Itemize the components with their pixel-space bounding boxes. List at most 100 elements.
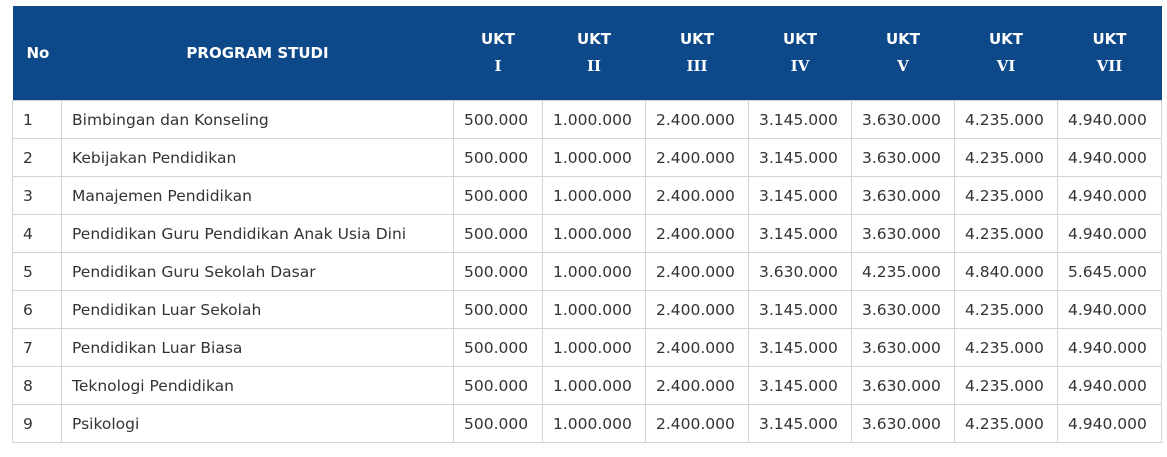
program-studi-cell: Pendidikan Guru Sekolah Dasar: [61, 252, 454, 291]
ukt-value-cell: 4.840.000: [954, 252, 1058, 291]
ukt-value-cell: 2.400.000: [645, 328, 749, 367]
ukt-value-cell: 500.000: [453, 404, 543, 443]
header-ukt-word: UKT: [782, 30, 818, 48]
header-ukt-level: IV: [790, 57, 810, 75]
ukt-value-cell: 500.000: [453, 100, 543, 139]
ukt-value-cell: 2.400.000: [645, 290, 749, 329]
ukt-value-cell: 2.400.000: [645, 404, 749, 443]
table-row: 6 Pendidikan Luar Sekolah 500.000 1.000.000…: [12, 290, 1162, 329]
header-ukt-level: I: [494, 57, 502, 75]
ukt-value-cell: 4.235.000: [954, 404, 1058, 443]
ukt-table: No PROGRAM STUDI UKT I UKT II UKT III UKT IV…: [12, 6, 1162, 443]
ukt-value-cell: 500.000: [453, 366, 543, 405]
header-ukt-7: UKT VII: [1057, 6, 1162, 101]
ukt-value-cell: 500.000: [453, 138, 543, 177]
ukt-value-cell: 4.235.000: [851, 252, 955, 291]
program-studi-cell: Pendidikan Guru Pendidikan Anak Usia Din…: [61, 214, 454, 253]
header-ukt-6: UKT VI: [954, 6, 1058, 101]
row-number: 3: [12, 176, 62, 215]
row-number: 8: [12, 366, 62, 405]
ukt-value-cell: 500.000: [453, 252, 543, 291]
header-ukt-word: UKT: [1092, 30, 1127, 48]
ukt-value-cell: 4.235.000: [954, 328, 1058, 367]
ukt-value-cell: 1.000.000: [542, 404, 646, 443]
ukt-value-cell: 4.940.000: [1057, 290, 1162, 329]
row-number: 9: [12, 404, 62, 443]
ukt-value-cell: 2.400.000: [645, 252, 749, 291]
table-row: 8 Teknologi Pendidikan 500.000 1.000.000 2.4…: [12, 366, 1162, 405]
ukt-value-cell: 1.000.000: [542, 328, 646, 367]
ukt-value-cell: 1.000.000: [542, 176, 646, 215]
header-ukt-4: UKT IV: [748, 6, 852, 101]
ukt-value-cell: 1.000.000: [542, 366, 646, 405]
ukt-value-cell: 1.000.000: [542, 252, 646, 291]
row-number: 7: [12, 328, 62, 367]
ukt-value-cell: 4.235.000: [954, 176, 1058, 215]
table-row: 7 Pendidikan Luar Biasa 500.000 1.000.000 2.…: [12, 328, 1162, 367]
ukt-value-cell: 3.630.000: [851, 328, 955, 367]
table-row: 5 Pendidikan Guru Sekolah Dasar 500.000 1.0…: [12, 252, 1162, 291]
ukt-value-cell: 500.000: [453, 290, 543, 329]
ukt-value-cell: 3.145.000: [748, 214, 852, 253]
ukt-value-cell: 5.645.000: [1057, 252, 1162, 291]
ukt-value-cell: 4.235.000: [954, 100, 1058, 139]
ukt-value-cell: 1.000.000: [542, 100, 646, 139]
ukt-value-cell: 2.400.000: [645, 100, 749, 139]
program-studi-cell: Kebijakan Pendidikan: [61, 138, 454, 177]
ukt-value-cell: 3.630.000: [851, 366, 955, 405]
header-ukt-level: II: [586, 57, 602, 75]
header-ukt-word: UKT: [480, 30, 516, 48]
ukt-value-cell: 4.940.000: [1057, 328, 1162, 367]
ukt-value-cell: 3.630.000: [851, 176, 955, 215]
program-studi-cell: Pendidikan Luar Biasa: [61, 328, 454, 367]
ukt-value-cell: 2.400.000: [645, 176, 749, 215]
ukt-value-cell: 3.630.000: [851, 138, 955, 177]
ukt-value-cell: 500.000: [453, 214, 543, 253]
header-ukt-level: III: [686, 57, 708, 75]
header-no: No: [12, 6, 62, 101]
header-ukt-word: UKT: [576, 30, 612, 48]
ukt-value-cell: 3.145.000: [748, 328, 852, 367]
ukt-value-cell: 3.630.000: [748, 252, 852, 291]
ukt-value-cell: 4.235.000: [954, 366, 1058, 405]
ukt-value-cell: 2.400.000: [645, 214, 749, 253]
ukt-value-cell: 1.000.000: [542, 290, 646, 329]
header-ukt-2: UKT II: [542, 6, 646, 101]
table-header-row: No PROGRAM STUDI UKT I UKT II UKT III UKT IV…: [12, 6, 1162, 101]
ukt-value-cell: 4.940.000: [1057, 366, 1162, 405]
ukt-value-cell: 3.145.000: [748, 404, 852, 443]
header-program-studi: PROGRAM STUDI: [61, 6, 454, 101]
row-number: 1: [12, 100, 62, 139]
header-ukt-level: V: [897, 57, 909, 75]
ukt-value-cell: 500.000: [453, 328, 543, 367]
row-number: 4: [12, 214, 62, 253]
ukt-value-cell: 1.000.000: [542, 138, 646, 177]
row-number: 2: [12, 138, 62, 177]
ukt-value-cell: 3.630.000: [851, 214, 955, 253]
row-number: 5: [12, 252, 62, 291]
ukt-value-cell: 1.000.000: [542, 214, 646, 253]
header-ukt-1: UKT I: [453, 6, 543, 101]
ukt-value-cell: 3.145.000: [748, 100, 852, 139]
table-row: 1 Bimbingan dan Konseling 500.000 1.000.000…: [12, 100, 1162, 139]
program-studi-cell: Bimbingan dan Konseling: [61, 100, 454, 139]
ukt-value-cell: 3.630.000: [851, 290, 955, 329]
ukt-value-cell: 3.145.000: [748, 176, 852, 215]
ukt-value-cell: 3.145.000: [748, 290, 852, 329]
ukt-value-cell: 2.400.000: [645, 366, 749, 405]
header-ukt-word: UKT: [679, 30, 715, 48]
ukt-value-cell: 4.235.000: [954, 138, 1058, 177]
ukt-value-cell: 3.145.000: [748, 138, 852, 177]
table-row: 4 Pendidikan Guru Pendidikan Anak Usia Di…: [12, 214, 1162, 253]
program-studi-cell: Psikologi: [61, 404, 454, 443]
header-ukt-word: UKT: [988, 30, 1024, 48]
ukt-value-cell: 500.000: [453, 176, 543, 215]
program-studi-cell: Manajemen Pendidikan: [61, 176, 454, 215]
ukt-value-cell: 4.940.000: [1057, 404, 1162, 443]
ukt-value-cell: 3.630.000: [851, 404, 955, 443]
row-number: 6: [12, 290, 62, 329]
ukt-value-cell: 3.145.000: [748, 366, 852, 405]
table-row: 9 Psikologi 500.000 1.000.000 2.400.000 3.145…: [12, 404, 1162, 443]
program-studi-cell: Teknologi Pendidikan: [61, 366, 454, 405]
ukt-value-cell: 4.940.000: [1057, 176, 1162, 215]
